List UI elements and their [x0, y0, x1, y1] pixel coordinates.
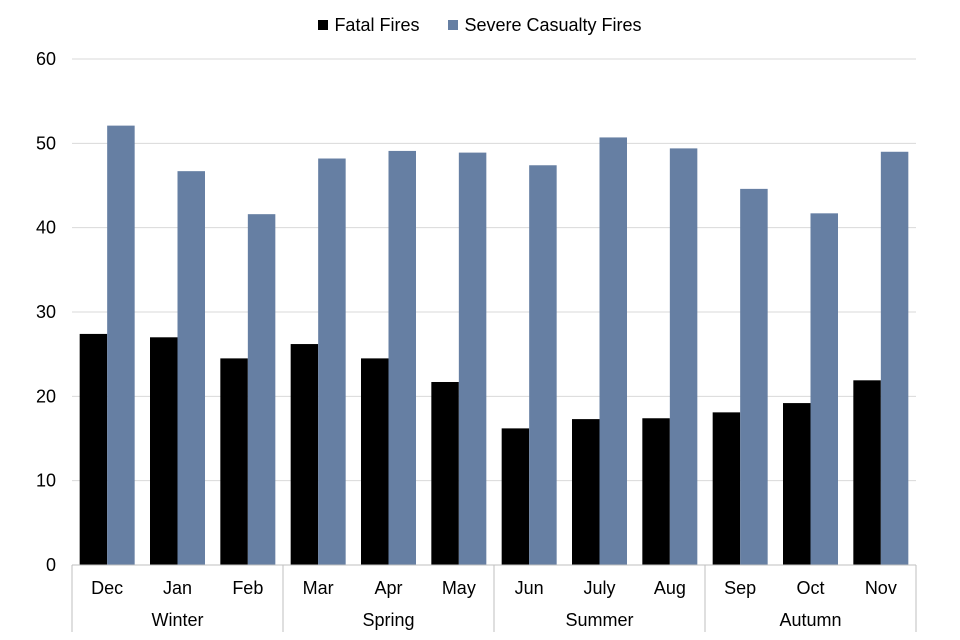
bar-severe-casualty-fires-july [599, 137, 627, 565]
bar-fatal-fires-jan [150, 337, 178, 565]
legend-label-fatal-fires: Fatal Fires [334, 14, 420, 35]
bar-fatal-fires-dec [79, 333, 108, 565]
chart-legend: Fatal Fires Severe Casualty Fires [0, 14, 960, 36]
bar-fatal-fires-feb [220, 358, 248, 565]
x-tick-label: Jan [163, 578, 192, 598]
x-tick-label: Aug [654, 578, 686, 598]
y-tick-label: 30 [36, 302, 56, 322]
bar-fatal-fires-aug [642, 418, 670, 565]
y-tick-label: 40 [36, 218, 56, 238]
x-tick-label: Jun [515, 578, 544, 598]
bar-severe-casualty-fires-nov [880, 151, 909, 565]
legend-swatch-severe-casualty-fires [448, 20, 459, 30]
x-tick-label: Feb [232, 578, 263, 598]
bar-severe-casualty-fires-may [458, 152, 487, 566]
bar-fatal-fires-nov [853, 380, 881, 565]
bar-fatal-fires-mar [290, 344, 319, 565]
bar-severe-casualty-fires-jun [529, 165, 557, 565]
y-tick-label: 60 [36, 49, 56, 69]
bar-fatal-fires-july [572, 419, 600, 565]
bar-fatal-fires-jun [501, 428, 530, 565]
group-label-spring: Spring [362, 610, 414, 630]
x-tick-label: Sep [724, 578, 756, 598]
bar-severe-casualty-fires-jan [177, 171, 205, 565]
x-tick-label: July [583, 578, 615, 598]
bar-severe-casualty-fires-aug [669, 148, 698, 566]
bar-fatal-fires-apr [361, 358, 389, 565]
group-label-summer: Summer [565, 610, 633, 630]
bar-fatal-fires-may [431, 381, 459, 565]
bar-fatal-fires-sep [712, 412, 741, 565]
bar-severe-casualty-fires-dec [107, 125, 135, 565]
bar-fatal-fires-oct [783, 403, 811, 565]
bar-severe-casualty-fires-sep [740, 188, 768, 565]
bar-severe-casualty-fires-mar [318, 158, 346, 565]
bar-severe-casualty-fires-feb [247, 214, 276, 565]
y-tick-label: 0 [46, 555, 56, 575]
x-tick-label: Oct [796, 578, 824, 598]
x-tick-label: Apr [374, 578, 402, 598]
legend-swatch-fatal-fires [318, 20, 329, 30]
x-tick-label: Dec [91, 578, 123, 598]
x-tick-label: Nov [865, 578, 897, 598]
x-tick-label: Mar [303, 578, 334, 598]
legend-item-fatal-fires: Fatal Fires [318, 15, 419, 36]
legend-item-severe-casualty-fires: Severe Casualty Fires [448, 14, 642, 36]
y-tick-label: 50 [36, 133, 56, 153]
group-label-winter: Winter [151, 610, 203, 630]
x-tick-label: May [442, 578, 476, 598]
y-tick-label: 10 [36, 471, 56, 491]
bar-severe-casualty-fires-oct [810, 213, 838, 565]
bar-severe-casualty-fires-apr [388, 150, 416, 565]
group-label-autumn: Autumn [779, 610, 841, 630]
legend-label-severe-casualty-fires: Severe Casualty Fires [464, 14, 642, 35]
y-tick-label: 20 [36, 386, 56, 406]
